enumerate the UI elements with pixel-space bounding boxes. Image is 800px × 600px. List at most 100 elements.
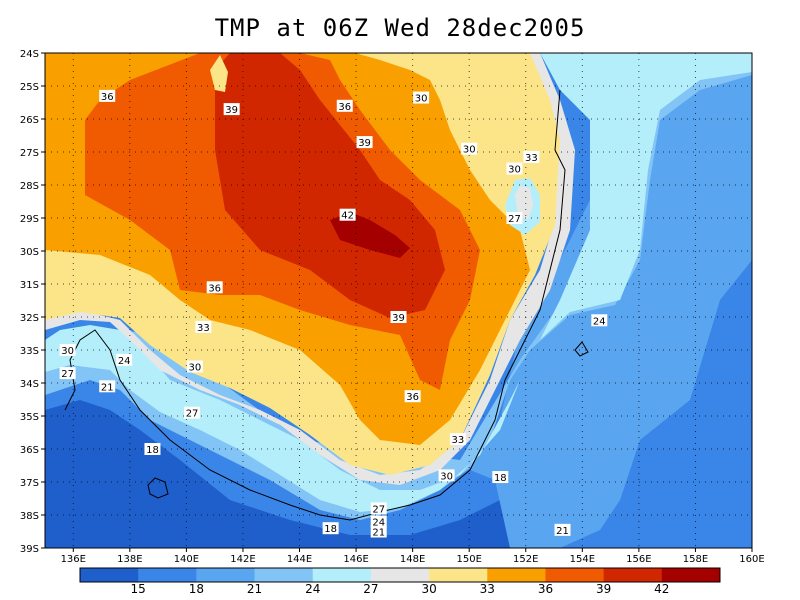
band-30-33 bbox=[45, 53, 575, 485]
colorbar-frame bbox=[79, 567, 721, 583]
contour-label-box bbox=[356, 136, 373, 149]
lat-tick-label: 24S bbox=[20, 49, 39, 60]
contour-label-box bbox=[206, 281, 223, 294]
band-hottest bbox=[330, 212, 410, 258]
lat-tick-label: 37S bbox=[20, 478, 39, 489]
colorbar-swatch bbox=[603, 568, 663, 582]
contour-label-text: 36 bbox=[101, 92, 114, 103]
contour-label: 24 bbox=[591, 314, 608, 327]
lat-tick-label: 38S bbox=[20, 511, 39, 522]
lat-tick-label: 26S bbox=[20, 115, 39, 126]
colorbar-swatch bbox=[312, 568, 372, 582]
contour-label-box bbox=[438, 469, 455, 482]
lat-tick-label: 27S bbox=[20, 148, 39, 159]
colorbar-swatch bbox=[138, 568, 197, 582]
contour-label-box bbox=[523, 150, 540, 163]
band-27-30 bbox=[45, 53, 752, 512]
colorbar-label: 33 bbox=[480, 582, 495, 596]
lon-tick-label: 154E bbox=[570, 554, 595, 565]
lat-tick-label: 31S bbox=[20, 280, 39, 291]
contour-label: 27 bbox=[506, 212, 523, 225]
lat-tick-label: 35S bbox=[20, 412, 39, 423]
contour-label: 27 bbox=[184, 406, 201, 420]
colorbar-swatch bbox=[370, 568, 430, 582]
colorbar-label: 36 bbox=[538, 582, 553, 596]
lat-tick-label: 39S bbox=[20, 544, 39, 555]
contour-label-box bbox=[195, 320, 212, 333]
coastline bbox=[64, 89, 566, 521]
contour-label: 30 bbox=[461, 142, 478, 156]
contour-label-box bbox=[322, 522, 339, 535]
contour-label-box bbox=[339, 208, 356, 221]
lat-tick-label: 32S bbox=[20, 313, 39, 324]
contour-label-text: 27 bbox=[508, 214, 521, 225]
colorbar-label: 24 bbox=[305, 582, 320, 596]
contour-label-text: 24 bbox=[593, 316, 606, 327]
contour-label-box bbox=[554, 523, 571, 536]
lon-tick-label: 148E bbox=[400, 554, 425, 565]
contour-label-box bbox=[184, 406, 201, 419]
contour-label-box bbox=[370, 525, 387, 538]
contour-label-text: 18 bbox=[146, 445, 159, 456]
contour-label: 18 bbox=[144, 443, 161, 456]
contour-label: 21 bbox=[554, 523, 571, 537]
contour-label-box bbox=[370, 515, 387, 528]
contour-label: 24 bbox=[370, 515, 387, 529]
contour-label-box bbox=[506, 162, 523, 175]
contour-label: 24 bbox=[116, 353, 133, 367]
contour-label-text: 30 bbox=[189, 363, 202, 374]
contour-label-text: 21 bbox=[372, 528, 385, 539]
lon-tick-label: 146E bbox=[343, 554, 368, 565]
contour-label-text: 33 bbox=[197, 323, 210, 334]
contour-label: 27 bbox=[59, 367, 76, 380]
contour-label-box bbox=[99, 380, 116, 393]
contour-label: 39 bbox=[223, 103, 240, 116]
contour-label-text: 30 bbox=[463, 145, 476, 156]
lon-tick-label: 138E bbox=[117, 554, 142, 565]
contour-label-text: 27 bbox=[186, 409, 199, 420]
contour-label: 30 bbox=[59, 344, 76, 357]
lon-tick-label: 144E bbox=[287, 554, 312, 565]
lat-tick-label: 33S bbox=[20, 346, 39, 357]
colorbar-label: 21 bbox=[247, 582, 262, 596]
contour-label: 36 bbox=[336, 99, 353, 113]
colorbar-label: 39 bbox=[596, 582, 611, 596]
contour-label: 21 bbox=[99, 380, 116, 393]
colorbar-label: 18 bbox=[189, 582, 204, 596]
contour-label-text: 21 bbox=[556, 526, 569, 537]
contour-label-box bbox=[116, 353, 133, 366]
warm-lobe-north bbox=[210, 55, 228, 92]
contour-label: 30 bbox=[413, 91, 430, 105]
colorbar-swatch bbox=[80, 568, 139, 582]
lat-tick-label: 25S bbox=[20, 82, 39, 93]
contour-label: 18 bbox=[492, 471, 509, 484]
lat-tick-label: 36S bbox=[20, 445, 39, 456]
colorbar-label: 15 bbox=[131, 582, 146, 596]
contour-label-box bbox=[404, 390, 421, 403]
contour-label-box bbox=[492, 471, 509, 484]
cool-eddy-inner bbox=[515, 186, 533, 220]
contour-label-box bbox=[59, 367, 76, 380]
contour-label: 30 bbox=[506, 162, 523, 176]
contour-label-text: 21 bbox=[101, 382, 114, 393]
contour-label: 39 bbox=[390, 311, 407, 324]
colorbar-swatch bbox=[254, 568, 314, 582]
contour-label-box bbox=[413, 91, 430, 104]
lon-tick-label: 156E bbox=[626, 554, 651, 565]
contour-label-text: 30 bbox=[440, 471, 453, 482]
lon-tick-label: 140E bbox=[174, 554, 199, 565]
contour-label-text: 36 bbox=[338, 102, 351, 113]
band-15-18 bbox=[45, 400, 545, 548]
contour-label: 39 bbox=[356, 136, 373, 149]
contour-label: 36 bbox=[99, 89, 116, 103]
colorbar-swatch bbox=[429, 568, 488, 582]
contour-label: 33 bbox=[195, 320, 212, 334]
contour-label: 33 bbox=[523, 150, 540, 164]
map-title: TMP at 06Z Wed 28dec2005 bbox=[214, 14, 586, 42]
colorbar: 15 18 21 24 27 30 33 36 39 42 bbox=[79, 567, 721, 596]
lon-tick-label: 152E bbox=[513, 554, 538, 565]
island bbox=[147, 477, 169, 499]
colorbar-label: 30 bbox=[421, 582, 436, 596]
contour-label-text: 39 bbox=[392, 313, 405, 324]
